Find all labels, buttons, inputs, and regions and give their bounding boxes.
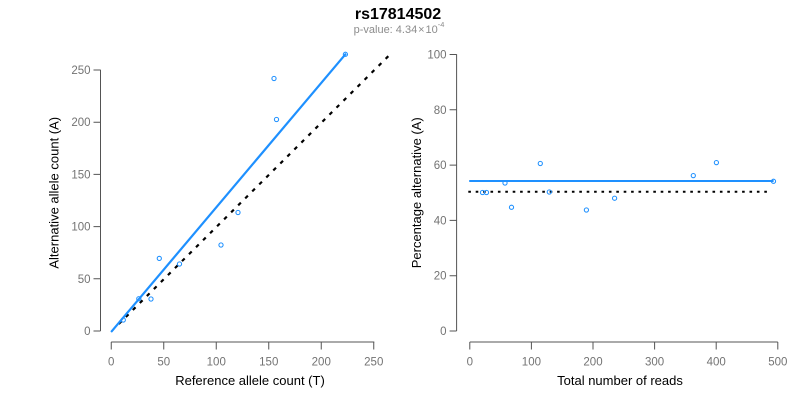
svg-text:40: 40	[434, 215, 447, 227]
svg-text:250: 250	[71, 65, 90, 77]
svg-text:250: 250	[364, 357, 383, 369]
svg-text:150: 150	[259, 357, 278, 369]
svg-text:100: 100	[207, 357, 226, 369]
svg-text:200: 200	[583, 357, 602, 369]
svg-text:300: 300	[645, 357, 664, 369]
svg-text:50: 50	[157, 357, 170, 369]
svg-text:rs17814502: rs17814502	[355, 6, 441, 23]
svg-text:Reference allele count (T): Reference allele count (T)	[175, 373, 325, 388]
svg-text:p-value: 4.34×10-4: p-value: 4.34×10-4	[354, 20, 445, 36]
svg-text:200: 200	[71, 117, 90, 129]
svg-text:100: 100	[427, 50, 446, 62]
svg-text:100: 100	[522, 357, 541, 369]
svg-text:Percentage alternative (A): Percentage alternative (A)	[409, 117, 424, 268]
svg-text:80: 80	[434, 105, 447, 117]
svg-text:500: 500	[768, 357, 787, 369]
svg-text:100: 100	[71, 222, 90, 234]
svg-text:Alternative allele count (A): Alternative allele count (A)	[47, 117, 62, 269]
svg-text:60: 60	[434, 160, 447, 172]
svg-text:50: 50	[78, 274, 91, 286]
svg-text:150: 150	[71, 169, 90, 181]
svg-text:200: 200	[312, 357, 331, 369]
svg-text:20: 20	[434, 271, 447, 283]
svg-text:0: 0	[108, 357, 114, 369]
svg-text:0: 0	[440, 326, 446, 338]
svg-text:0: 0	[84, 326, 90, 338]
svg-text:0: 0	[467, 357, 473, 369]
svg-text:Total number of reads: Total number of reads	[557, 373, 683, 388]
svg-text:400: 400	[707, 357, 726, 369]
